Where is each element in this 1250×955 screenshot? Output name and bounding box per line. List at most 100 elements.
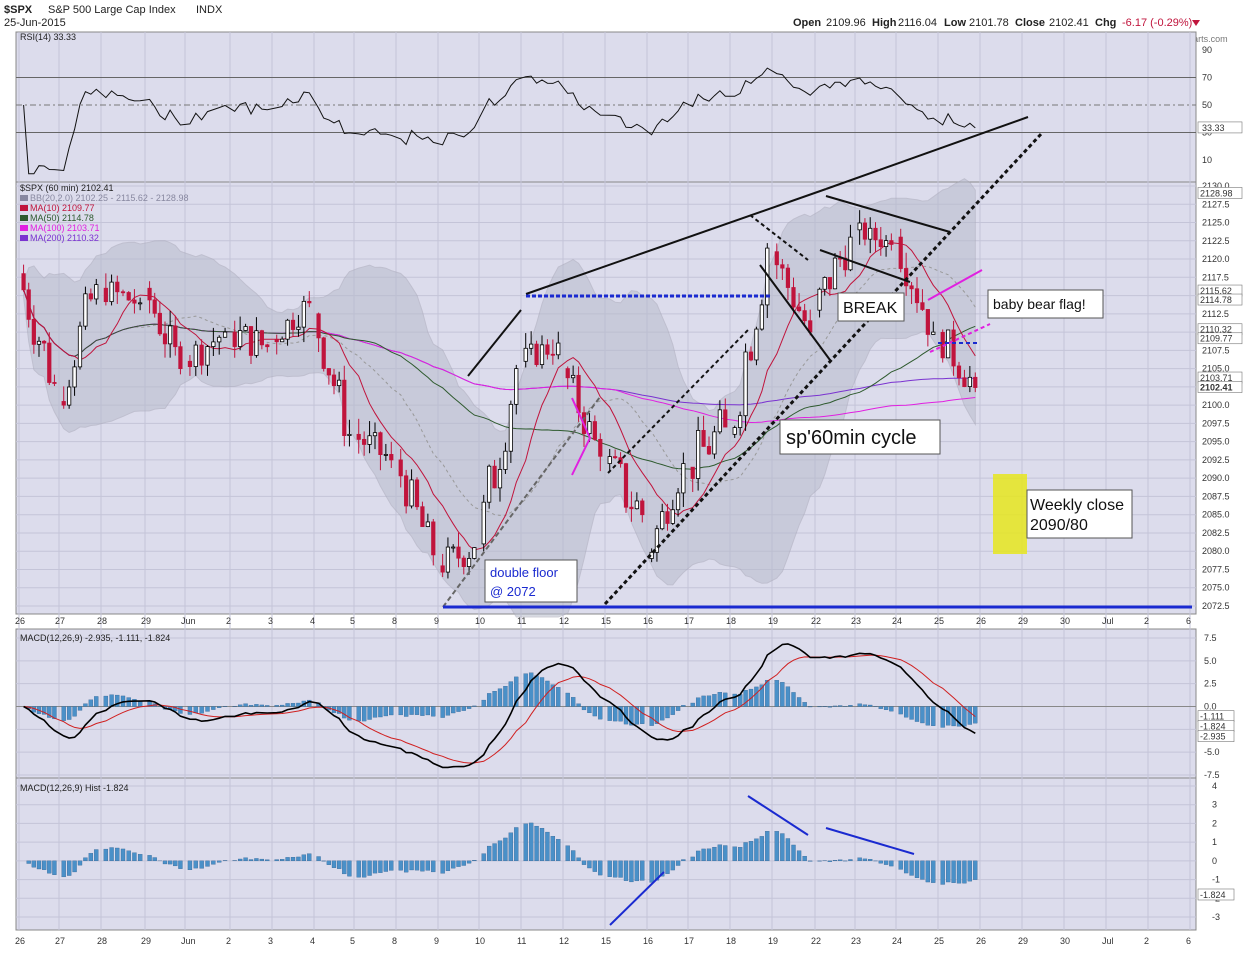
macd-hist-bar bbox=[828, 707, 832, 708]
macd-hist-bar bbox=[593, 707, 597, 717]
candle bbox=[713, 432, 716, 454]
candle bbox=[963, 378, 966, 387]
hist-bar bbox=[265, 860, 269, 861]
price-tick-label: 2092.5 bbox=[1202, 455, 1230, 465]
hist-bar bbox=[260, 859, 264, 861]
macd-value-tag-text: -2.935 bbox=[1200, 732, 1226, 742]
macd-hist-bar bbox=[472, 706, 476, 707]
macd-hist-bar bbox=[399, 707, 403, 715]
price-tick-label: 2090.0 bbox=[1202, 473, 1230, 483]
macd-hist-bar bbox=[598, 707, 602, 720]
macd-hist-bar bbox=[754, 687, 758, 707]
hist-bar bbox=[780, 834, 784, 861]
legend-swatch bbox=[20, 215, 28, 221]
hist-bar bbox=[738, 847, 742, 861]
x-axis-label: 18 bbox=[726, 616, 736, 626]
hist-bar bbox=[487, 846, 491, 861]
candle bbox=[337, 380, 340, 385]
hist-bar bbox=[650, 861, 654, 883]
macd-hist-bar bbox=[613, 707, 617, 722]
macd-hist-bar bbox=[803, 702, 807, 706]
x-axis-label: 12 bbox=[559, 616, 569, 626]
candle bbox=[48, 343, 51, 382]
price-tick-label: 2100.0 bbox=[1202, 400, 1230, 410]
x-axis-label: 23 bbox=[851, 616, 861, 626]
x-axis-label: 3 bbox=[268, 616, 273, 626]
cycle-text: sp'60min cycle bbox=[786, 427, 917, 449]
candle bbox=[760, 305, 763, 329]
macd-hist-bar bbox=[94, 696, 98, 706]
hist-bar bbox=[968, 861, 972, 881]
hist-bar bbox=[254, 858, 258, 860]
x-axis-label: 16 bbox=[643, 616, 653, 626]
x-axis-label: 12 bbox=[559, 936, 569, 946]
candle bbox=[104, 288, 107, 301]
hist-bar bbox=[910, 861, 914, 876]
candle bbox=[509, 404, 512, 451]
open-label: Open bbox=[793, 17, 821, 29]
candle bbox=[803, 311, 806, 321]
candle bbox=[676, 493, 679, 510]
macd-hist-bar bbox=[415, 707, 419, 715]
hist-bar bbox=[446, 861, 450, 871]
candle bbox=[266, 345, 269, 347]
macd-hist-bar bbox=[357, 707, 361, 722]
price-value-tag-text: 2102.41 bbox=[1200, 383, 1233, 393]
macd-hist-bar bbox=[879, 707, 883, 709]
hist-bar bbox=[37, 861, 41, 869]
candle bbox=[84, 294, 87, 326]
hist-bar bbox=[89, 853, 93, 861]
x-axis-label: 25 bbox=[934, 616, 944, 626]
candle bbox=[661, 512, 664, 529]
hist-tick-label: 1 bbox=[1212, 837, 1217, 847]
price-value-tag-text: 2109.77 bbox=[1200, 334, 1233, 344]
macd-hist-bar bbox=[707, 696, 711, 707]
x-axis-label: Jul bbox=[1102, 936, 1114, 946]
x-axis-label: 2 bbox=[1144, 616, 1149, 626]
rsi-tick-label: 90 bbox=[1202, 45, 1212, 55]
hist-bar bbox=[441, 861, 445, 873]
hist-bar bbox=[619, 861, 623, 878]
hist-bar bbox=[238, 859, 242, 861]
hist-bar bbox=[754, 839, 758, 861]
candle bbox=[899, 237, 902, 268]
hist-bar bbox=[327, 861, 331, 865]
x-axis-label: 16 bbox=[643, 936, 653, 946]
price-tick-label: 2120.0 bbox=[1202, 254, 1230, 264]
hist-bar bbox=[286, 857, 290, 860]
candle bbox=[858, 223, 861, 230]
hist-bar bbox=[828, 861, 832, 862]
double-floor-box: double floor @ 2072 bbox=[485, 560, 577, 602]
candle bbox=[904, 268, 907, 285]
rsi-value-tag-text: 33.33 bbox=[1202, 123, 1225, 133]
candle bbox=[863, 223, 866, 239]
hist-bar bbox=[110, 848, 114, 861]
candle bbox=[421, 507, 424, 527]
x-axis-label: 28 bbox=[97, 936, 107, 946]
hist-bar bbox=[676, 861, 680, 866]
candle bbox=[613, 457, 616, 458]
candle bbox=[348, 434, 351, 435]
hist-bar bbox=[178, 861, 182, 869]
candle bbox=[890, 241, 893, 245]
hist-bar bbox=[42, 861, 46, 870]
hist-bar bbox=[415, 861, 419, 870]
macd-hist-bar bbox=[67, 707, 71, 720]
x-axis-label: 26 bbox=[976, 936, 986, 946]
candle bbox=[557, 343, 560, 355]
hist-bar bbox=[127, 851, 131, 861]
bear-flag-box: baby bear flag! bbox=[988, 290, 1103, 318]
price-tick-label: 2117.5 bbox=[1202, 272, 1229, 282]
price-tick-label: 2107.5 bbox=[1202, 345, 1230, 355]
x-axis-label: 17 bbox=[684, 616, 694, 626]
price-tick-label: 2082.5 bbox=[1202, 528, 1230, 538]
macd-hist-bar bbox=[797, 697, 801, 706]
hist-bar bbox=[556, 839, 560, 861]
x-axis-label: 29 bbox=[141, 616, 151, 626]
x-axis-label: 2 bbox=[226, 936, 231, 946]
candle bbox=[473, 548, 476, 559]
hist-bar bbox=[467, 861, 471, 863]
hist-bar bbox=[404, 861, 408, 872]
hist-bar bbox=[904, 861, 908, 873]
candle bbox=[718, 410, 721, 432]
